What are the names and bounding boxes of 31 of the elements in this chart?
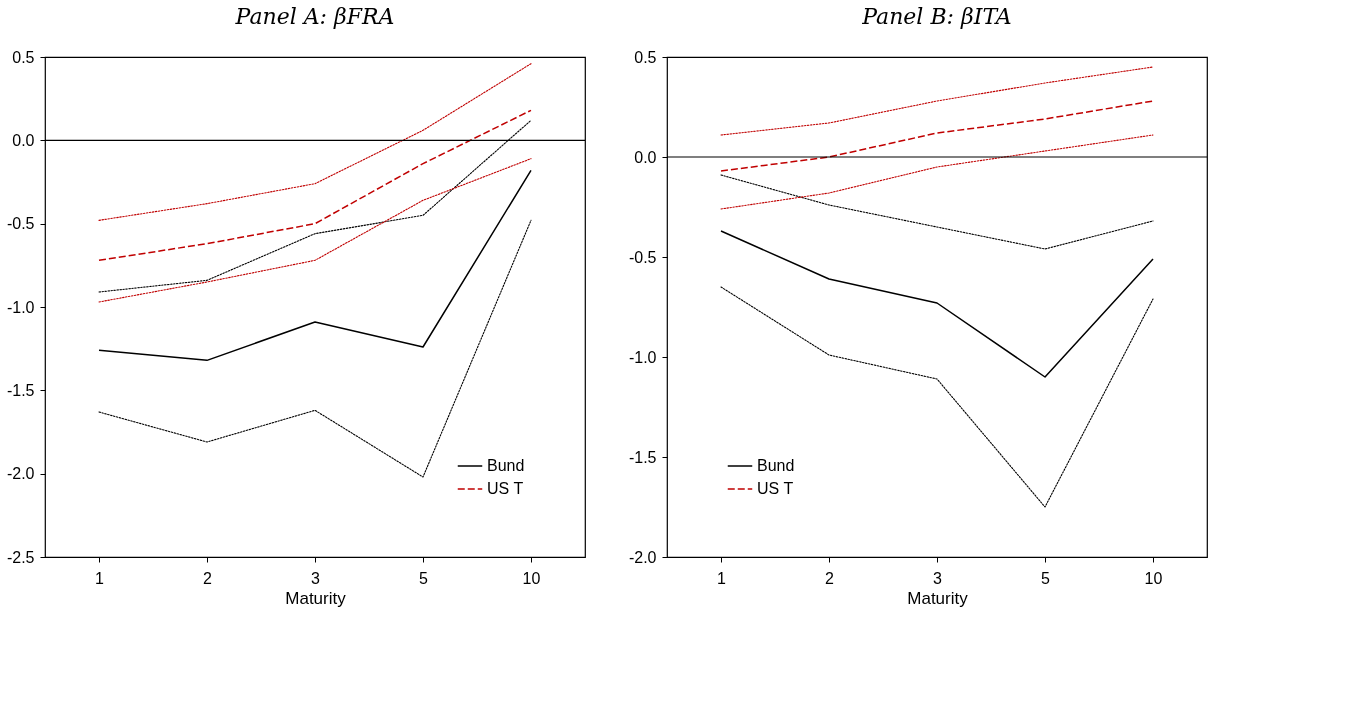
x-tick-label: 10 [1144, 569, 1163, 587]
legend-label: US T [487, 480, 524, 497]
y-tick-label: 0.0 [634, 148, 657, 166]
y-tick-label: -2.5 [6, 548, 35, 566]
y-tick-label: -0.5 [628, 248, 657, 266]
y-tick-label: -1.0 [6, 298, 35, 316]
x-tick-label: 1 [717, 569, 727, 587]
x-tick-label: 10 [522, 569, 541, 587]
x-tick-label: 1 [95, 569, 105, 587]
chart-title: Panel B: βITA [861, 4, 1012, 29]
y-tick-label: 0.5 [634, 48, 657, 66]
y-tick-label: 0.0 [12, 131, 35, 149]
y-tick-label: -0.5 [6, 215, 35, 233]
legend-label: US T [757, 480, 794, 497]
y-tick-label: -1.5 [628, 448, 657, 466]
y-tick-label: -2.0 [628, 548, 657, 566]
y-tick-label: -1.5 [6, 381, 35, 399]
legend-label: Bund [487, 457, 525, 474]
x-tick-label: 5 [1041, 569, 1051, 587]
y-tick-label: -2.0 [6, 465, 35, 483]
x-tick-label: 5 [419, 569, 429, 587]
y-tick-label: 0.5 [12, 48, 35, 66]
x-tick-label: 2 [825, 569, 835, 587]
legend-label: Bund [757, 457, 795, 474]
y-tick-label: -1.0 [628, 348, 657, 366]
x-tick-label: 3 [311, 569, 321, 587]
x-axis-title: Maturity [907, 588, 969, 608]
x-axis-title: Maturity [285, 588, 347, 608]
x-tick-label: 3 [933, 569, 943, 587]
chart-title: Panel A: βFRA [234, 4, 395, 29]
x-tick-label: 2 [203, 569, 213, 587]
